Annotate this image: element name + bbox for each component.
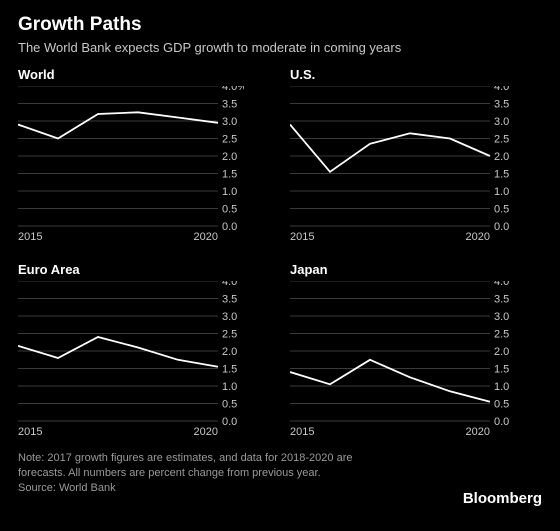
svg-text:3.5: 3.5 (222, 294, 237, 306)
panel-title: U.S. (290, 67, 542, 82)
svg-text:1.5: 1.5 (494, 169, 509, 181)
panels-grid: World 0.0 0.5 1.0 1.5 2.0 2.5 3.0 3.5 4.0% 2015 20… (18, 67, 542, 437)
svg-text:1.0: 1.0 (222, 381, 237, 393)
svg-text:4.0: 4.0 (222, 281, 237, 288)
svg-text:0.5: 0.5 (494, 399, 509, 411)
figure-container: Growth Paths The World Bank expects GDP … (0, 0, 560, 531)
source-block: Note: 2017 growth figures are estimates,… (18, 451, 438, 496)
svg-text:1.5: 1.5 (222, 169, 237, 181)
svg-text:2.5: 2.5 (494, 329, 509, 341)
svg-text:2.0: 2.0 (494, 346, 509, 358)
svg-text:2020: 2020 (466, 426, 490, 437)
svg-text:2015: 2015 (18, 426, 42, 437)
svg-text:2.5: 2.5 (222, 329, 237, 341)
svg-text:2020: 2020 (194, 426, 218, 437)
chart-svg: 0.0 0.5 1.0 1.5 2.0 2.5 3.0 3.5 4.0 2015 2020 (18, 281, 244, 437)
panel-title: Euro Area (18, 262, 270, 277)
data-line (18, 337, 218, 367)
svg-text:1.5: 1.5 (494, 364, 509, 376)
panel-title: World (18, 67, 270, 82)
data-line (18, 112, 218, 138)
panel-japan: Japan 0.0 0.5 1.0 1.5 2.0 2.5 3.0 3.5 4.0 2015 202… (290, 262, 542, 437)
svg-text:2020: 2020 (466, 231, 490, 242)
svg-text:2015: 2015 (290, 426, 314, 437)
svg-text:3.0: 3.0 (222, 311, 237, 323)
figure-subtitle: The World Bank expects GDP growth to mod… (18, 40, 542, 55)
svg-text:2.0: 2.0 (222, 151, 237, 163)
svg-text:3.0: 3.0 (494, 116, 509, 128)
svg-text:0.5: 0.5 (494, 204, 509, 216)
panel-world: World 0.0 0.5 1.0 1.5 2.0 2.5 3.0 3.5 4.0% 2015 20… (18, 67, 270, 242)
svg-text:4.0%: 4.0% (222, 86, 244, 93)
svg-text:4.0: 4.0 (494, 86, 509, 93)
svg-text:3.0: 3.0 (494, 311, 509, 323)
svg-text:1.0: 1.0 (222, 186, 237, 198)
svg-text:0.0: 0.0 (222, 221, 237, 233)
svg-text:0.0: 0.0 (222, 416, 237, 428)
svg-text:1.0: 1.0 (494, 381, 509, 393)
svg-text:1.0: 1.0 (494, 186, 509, 198)
chart-svg: 0.0 0.5 1.0 1.5 2.0 2.5 3.0 3.5 4.0% 2015 2020 (18, 86, 244, 242)
svg-text:3.5: 3.5 (222, 99, 237, 111)
note-line: Note: 2017 growth figures are estimates,… (18, 451, 438, 466)
svg-text:3.0: 3.0 (222, 116, 237, 128)
panel-us: U.S. 0.0 0.5 1.0 1.5 2.0 2.5 3.0 3.5 4.0 2015 2020 (290, 67, 542, 242)
figure-title: Growth Paths (18, 14, 542, 36)
data-line (290, 125, 490, 172)
svg-text:0.0: 0.0 (494, 416, 509, 428)
source-line: Source: World Bank (18, 481, 438, 496)
chart-us: 0.0 0.5 1.0 1.5 2.0 2.5 3.0 3.5 4.0 2015 2020 (290, 86, 542, 242)
svg-text:3.5: 3.5 (494, 99, 509, 111)
brand-label: Bloomberg (463, 490, 542, 507)
svg-text:3.5: 3.5 (494, 294, 509, 306)
svg-text:2.5: 2.5 (494, 134, 509, 146)
note-line: forecasts. All numbers are percent chang… (18, 466, 438, 481)
svg-text:2.5: 2.5 (222, 134, 237, 146)
svg-text:2015: 2015 (18, 231, 42, 242)
svg-text:0.0: 0.0 (494, 221, 509, 233)
panel-title: Japan (290, 262, 542, 277)
svg-text:2015: 2015 (290, 231, 314, 242)
svg-text:1.5: 1.5 (222, 364, 237, 376)
svg-text:0.5: 0.5 (222, 204, 237, 216)
chart-euro-area: 0.0 0.5 1.0 1.5 2.0 2.5 3.0 3.5 4.0 2015 2020 (18, 281, 270, 437)
chart-world: 0.0 0.5 1.0 1.5 2.0 2.5 3.0 3.5 4.0% 2015 2020 (18, 86, 270, 242)
chart-svg: 0.0 0.5 1.0 1.5 2.0 2.5 3.0 3.5 4.0 2015 2020 (290, 281, 516, 437)
chart-japan: 0.0 0.5 1.0 1.5 2.0 2.5 3.0 3.5 4.0 2015 2020 (290, 281, 542, 437)
panel-euro-area: Euro Area 0.0 0.5 1.0 1.5 2.0 2.5 3.0 3.5 4.0 201… (18, 262, 270, 437)
svg-text:4.0: 4.0 (494, 281, 509, 288)
data-line (290, 360, 490, 402)
svg-text:2.0: 2.0 (222, 346, 237, 358)
svg-text:2.0: 2.0 (494, 151, 509, 163)
svg-text:0.5: 0.5 (222, 399, 237, 411)
svg-text:2020: 2020 (194, 231, 218, 242)
chart-svg: 0.0 0.5 1.0 1.5 2.0 2.5 3.0 3.5 4.0 2015 2020 (290, 86, 516, 242)
